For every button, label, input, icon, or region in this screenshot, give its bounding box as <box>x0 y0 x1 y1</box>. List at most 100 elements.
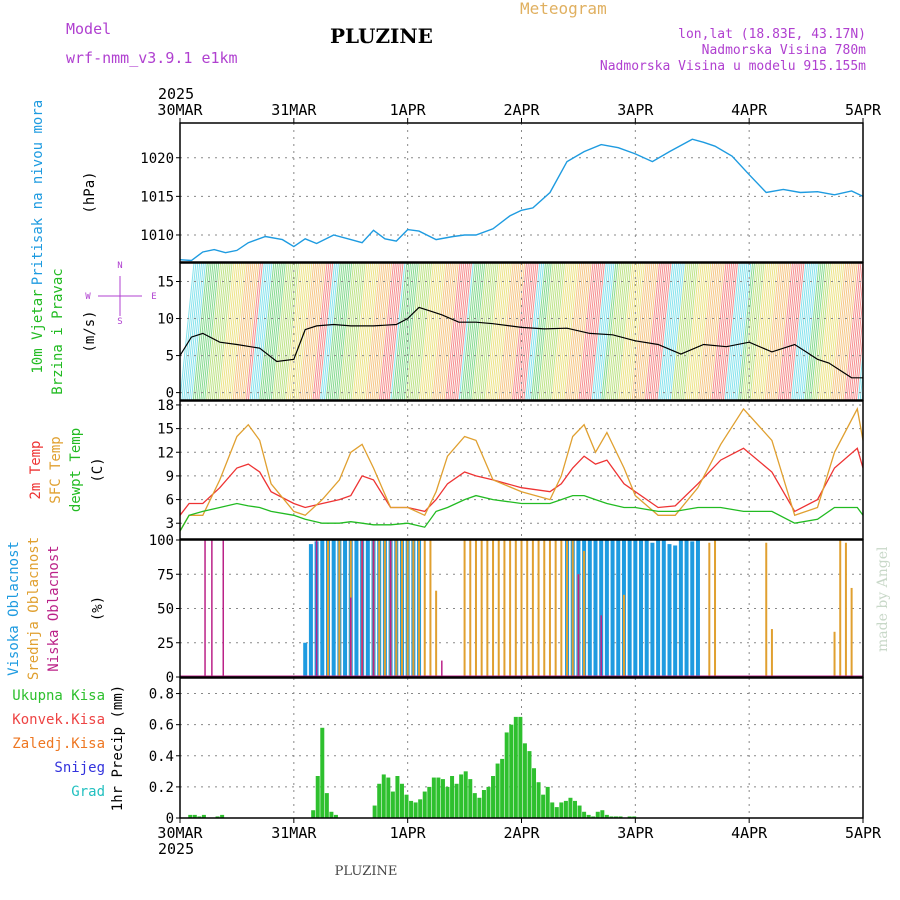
wind-hatch <box>561 263 577 400</box>
wind-hatch <box>779 263 795 400</box>
wind-hatch <box>436 263 451 400</box>
precip-bar <box>386 777 391 818</box>
wind-hatch <box>517 263 533 400</box>
wind-hatch <box>532 263 548 400</box>
wind-hatch <box>350 263 366 400</box>
wind-hatch <box>669 263 685 400</box>
wind-hatch <box>721 263 736 400</box>
wind-hatch <box>656 263 672 400</box>
precip-bar <box>613 816 618 818</box>
x-tick-label-top: 2APR <box>503 101 540 119</box>
high-cloud-bar <box>610 540 615 677</box>
high-cloud-bar <box>667 544 672 677</box>
high-cloud-bar <box>303 642 308 677</box>
low-cloud-bar <box>315 540 318 677</box>
precip-bar <box>563 800 568 818</box>
wind-hatch <box>228 263 244 400</box>
wind-hatch <box>462 263 478 400</box>
mid-cloud-bar <box>383 540 386 677</box>
precip-bar <box>445 786 450 818</box>
panel-label: 10m Vjetar <box>30 289 46 373</box>
precip-legend-label: Ukupna Kisa <box>12 688 105 704</box>
wind-hatch <box>244 263 260 400</box>
panel-label: 2m Temp <box>28 440 44 499</box>
precip-bar <box>477 797 482 818</box>
precip-bar <box>481 790 486 818</box>
mid-cloud-bar <box>844 542 847 677</box>
precip-bar <box>573 800 578 818</box>
wind-hatch <box>312 263 328 400</box>
high-cloud-bar <box>343 540 348 677</box>
wind-hatch <box>358 263 374 400</box>
precip-bar <box>591 816 596 818</box>
wind-hatch <box>460 263 476 400</box>
wind-hatch <box>196 263 212 400</box>
mid-cloud-bar <box>378 540 381 677</box>
wind-hatch <box>673 263 689 400</box>
precip-bar <box>377 783 382 818</box>
wind-hatch <box>472 263 488 400</box>
high-cloud-bar <box>593 540 598 677</box>
precip-bar <box>472 793 477 818</box>
precip-bar <box>220 814 225 818</box>
wind-hatch <box>700 263 716 400</box>
wind-hatch <box>840 263 856 400</box>
wind-hatch <box>823 263 839 400</box>
wind-hatch <box>650 263 666 400</box>
wind-hatch <box>789 263 805 400</box>
wind-hatch <box>719 263 735 400</box>
y-tick-label: 9 <box>166 469 174 485</box>
wind-hatch <box>422 263 438 400</box>
precip-bar <box>372 805 377 818</box>
wind-hatch <box>439 263 455 400</box>
wind-hatch <box>565 263 581 400</box>
y-tick-label: 0.4 <box>149 749 174 765</box>
wind-hatch <box>599 263 615 400</box>
panel-label: SFC Temp <box>48 436 64 503</box>
wind-hatch <box>310 263 326 400</box>
wind-hatch <box>394 263 410 400</box>
precip-bar <box>399 783 404 818</box>
wind-hatch <box>246 263 261 400</box>
precipitation-panel: 0 0.2 0.4 0.6 0.8 Ukupna Kisa Konvek.Kisa Zaled… <box>12 678 863 827</box>
precip-bar <box>577 805 582 818</box>
wind-hatch <box>684 263 700 400</box>
wind-hatch <box>736 263 752 400</box>
wind-hatch <box>593 263 609 400</box>
wind-hatch <box>806 263 822 400</box>
high-cloud-bar <box>616 540 621 677</box>
panel-label: Srednja Oblacnost <box>26 537 42 680</box>
wind-hatch <box>238 263 254 400</box>
wind-hatch <box>793 263 809 400</box>
x-tick-label-top: 4APR <box>731 101 768 119</box>
precip-legend-label: Grad <box>71 784 105 800</box>
high-cloud-bar <box>320 540 325 677</box>
wind-hatch <box>667 263 683 400</box>
model-name: wrf-nmm_v3.9.1 e1km <box>66 49 238 67</box>
precip-bar <box>541 794 546 818</box>
high-cloud-bar <box>627 540 632 677</box>
precip-bar <box>486 786 491 818</box>
wind-hatch <box>500 263 516 400</box>
mid-cloud-bar <box>474 540 477 677</box>
precip-bar <box>333 814 338 818</box>
wind-hatch <box>783 263 799 400</box>
year-bottom: 2025 <box>158 840 194 858</box>
mid-cloud-bar <box>566 540 569 677</box>
mid-cloud-bar <box>509 540 512 677</box>
mid-cloud-bar <box>406 540 409 677</box>
wind-hatch <box>185 263 201 400</box>
wind-hatch <box>569 263 584 400</box>
wind-speed-line <box>179 306 863 379</box>
wind-hatch <box>829 263 845 400</box>
wind-hatch <box>548 263 564 400</box>
wind-hatch <box>384 263 400 400</box>
compass-south: S <box>117 317 122 327</box>
high-cloud-bar <box>365 540 370 677</box>
temp-sfc-line <box>179 406 864 532</box>
wind-hatch <box>732 263 748 400</box>
x-tick-label-top: 5APR <box>845 101 882 119</box>
wind-hatch <box>405 263 421 400</box>
x-tick-label-bottom: 2APR <box>503 824 540 842</box>
x-tick-label-bottom: 31MAR <box>271 824 317 842</box>
